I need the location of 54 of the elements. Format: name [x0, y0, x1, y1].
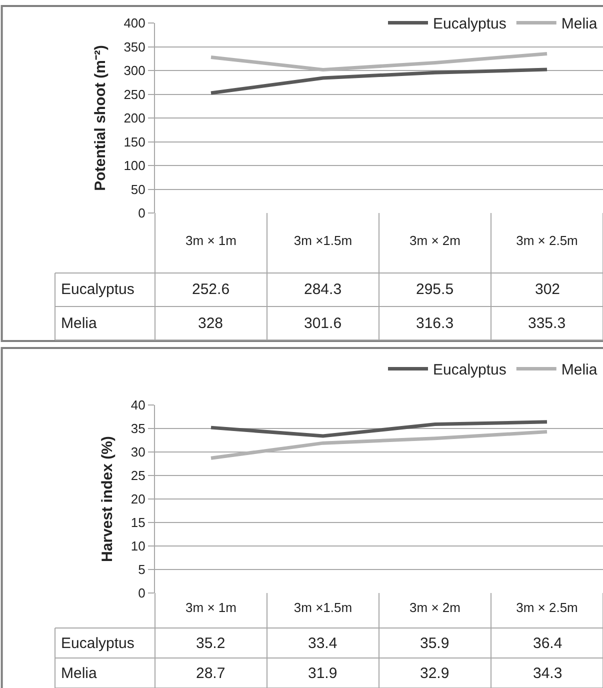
- y-tick-label: 25: [130, 468, 146, 484]
- y-tick-label: 200: [124, 110, 146, 126]
- data-label: 28.7: [196, 665, 226, 682]
- y-tick-label: 35: [130, 421, 146, 436]
- data-label: 316.3: [416, 315, 454, 332]
- y-tick-label: 150: [124, 134, 146, 150]
- x-tick-label: 3m ×1.5m: [294, 233, 352, 248]
- legend-label: Melia: [561, 16, 598, 33]
- y-tick-label: 0: [138, 206, 146, 221]
- y-tick-label: 15: [130, 515, 146, 530]
- y-tick-label: 20: [130, 492, 146, 507]
- data-label: 36.4: [533, 635, 562, 652]
- legend-label: Eucalyptus: [433, 16, 506, 33]
- legend-label: Melia: [561, 362, 598, 379]
- x-tick-label: 3m × 2m: [410, 233, 460, 248]
- y-tick-label: 300: [124, 63, 146, 78]
- x-tick-label: 3m × 1m: [186, 233, 236, 248]
- x-tick-label: 3m ×1.5m: [294, 600, 352, 615]
- y-tick-label: 40: [130, 398, 146, 413]
- data-label: 302: [535, 281, 560, 298]
- x-tick-label: 3m × 2.5m: [516, 233, 578, 248]
- data-label: 31.9: [308, 665, 338, 682]
- y-tick-label: 50: [130, 182, 146, 197]
- y-tick-label: 5: [138, 562, 146, 578]
- y-axis-title: Potential shoot (m⁻²): [92, 45, 109, 191]
- y-tick-label: 350: [124, 39, 146, 54]
- text: Melia: [61, 665, 97, 682]
- x-tick-label: 3m × 1m: [186, 600, 236, 615]
- y-tick-label: 0: [138, 586, 146, 601]
- text: Melia: [61, 315, 97, 332]
- data-label: 34.3: [533, 665, 562, 682]
- data-label: 252.6: [192, 281, 230, 298]
- legend-label: Eucalyptus: [433, 362, 506, 379]
- text: Eucalyptus: [61, 281, 134, 298]
- y-tick-label: 30: [130, 444, 146, 460]
- line-series: [209, 420, 549, 438]
- y-axis-title: Harvest index (%): [99, 436, 116, 562]
- data-label: 328: [198, 315, 224, 332]
- x-tick-label: 3m × 2m: [410, 600, 460, 615]
- data-label: 33.4: [308, 635, 338, 652]
- data-label: 295.5: [416, 281, 454, 298]
- data-label: 301.6: [304, 315, 342, 332]
- data-label: 32.9: [420, 665, 450, 682]
- data-label: 35.9: [420, 635, 450, 652]
- data-label: 284.3: [304, 281, 342, 298]
- text: Eucalyptus: [61, 635, 134, 652]
- data-label: 335.3: [528, 315, 566, 332]
- x-tick-label: 3m × 2.5m: [516, 600, 578, 615]
- y-tick-label: 400: [124, 16, 146, 31]
- data-label: 35.2: [196, 635, 226, 652]
- y-tick-label: 250: [124, 86, 146, 102]
- y-tick-label: 100: [124, 158, 146, 174]
- y-tick-label: 10: [130, 538, 146, 554]
- line-series: [209, 68, 549, 95]
